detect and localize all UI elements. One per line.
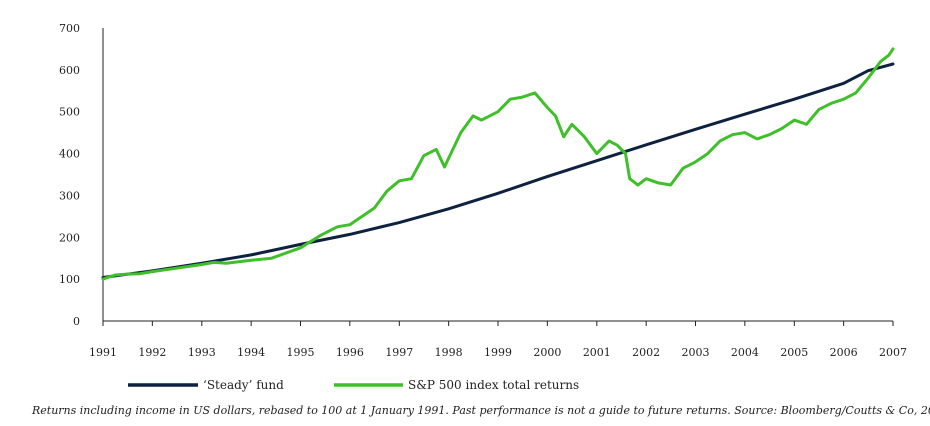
x-tick-label: 1996	[336, 346, 364, 359]
x-tick-label: 1993	[188, 346, 216, 359]
y-tick-label: 200	[59, 231, 80, 244]
x-tick-label: 2001	[583, 346, 611, 359]
x-tick-label: 2000	[533, 346, 561, 359]
x-tick-label: 1997	[385, 346, 413, 359]
x-tick-label: 1998	[435, 346, 463, 359]
x-tick-label: 2007	[879, 346, 907, 359]
series-layer	[101, 47, 895, 281]
y-tick-label: 700	[59, 22, 80, 35]
axes	[102, 28, 893, 322]
x-tick-label: 1995	[287, 346, 315, 359]
x-tick-label: 2002	[632, 346, 660, 359]
y-tick-label: 400	[59, 148, 80, 161]
x-tick-label: 2004	[731, 346, 759, 359]
legend: ‘Steady’ fund S&P 500 index total return…	[128, 378, 579, 392]
x-tick-label: 1992	[138, 346, 166, 359]
y-tick-label: 0	[73, 315, 80, 328]
x-tick-label: 1991	[89, 346, 117, 359]
series-line-sp500	[101, 47, 895, 281]
chart-caption: Returns including income in US dollars, …	[32, 404, 930, 417]
x-tick-label: 1999	[484, 346, 512, 359]
series-line-steady-fund	[101, 62, 895, 279]
x-tick-labels: 1991 1992 1993 1994 1995 1996 1997 1998 1999 2000…	[89, 321, 907, 359]
y-tick-label: 300	[59, 189, 80, 202]
y-tick-label: 500	[59, 106, 80, 119]
legend-label-sp500: S&P 500 index total returns	[408, 378, 579, 392]
legend-label-steady: ‘Steady’ fund	[203, 378, 284, 392]
x-tick-label: 1994	[237, 346, 265, 359]
y-tick-label: 600	[59, 64, 80, 77]
y-tick-labels: 0 100 200 300 400 500 600 700	[59, 22, 80, 328]
y-tick-label: 100	[59, 273, 80, 286]
x-tick-label: 2003	[682, 346, 710, 359]
x-tick-label: 2006	[830, 346, 858, 359]
x-tick-label: 2005	[780, 346, 808, 359]
